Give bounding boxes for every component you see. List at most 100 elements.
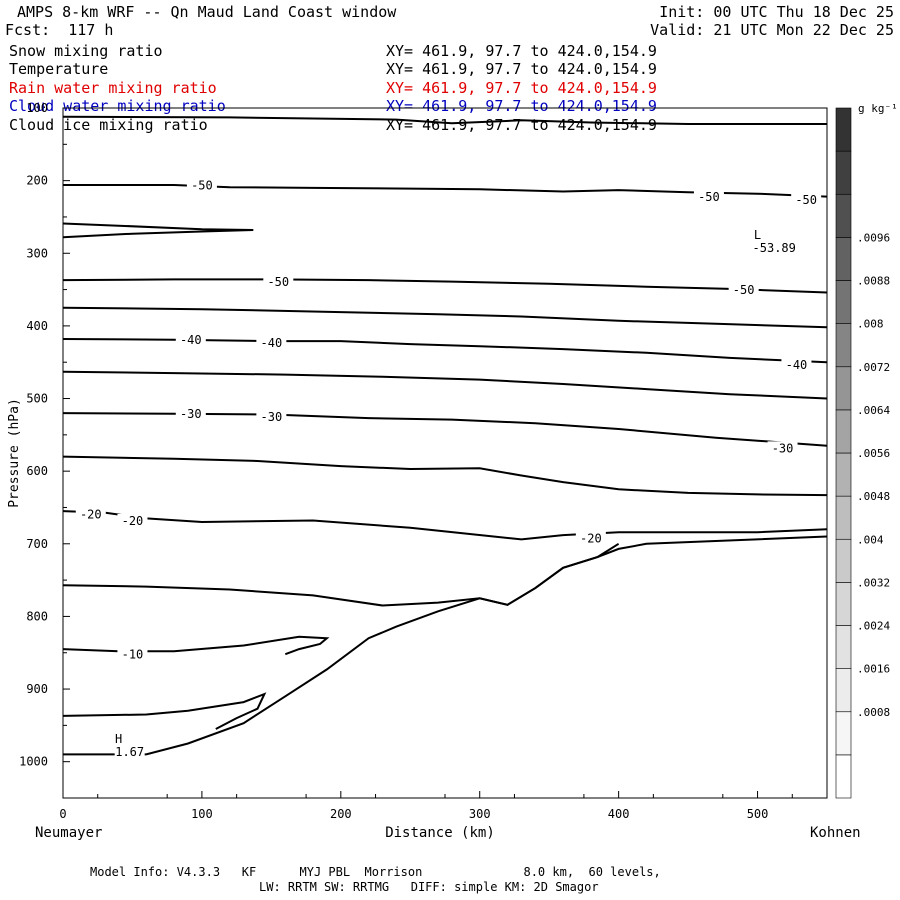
label-bg (693, 190, 724, 203)
contour-label: -40 (786, 358, 808, 372)
colorbar-bin (835, 323, 852, 368)
x-tick-label: 0 (59, 807, 66, 821)
label-bg (117, 647, 148, 660)
contour-line (62, 338, 828, 364)
y-tick-label: 900 (26, 682, 48, 696)
colorbar-unit: g kg⁻¹ (858, 102, 898, 115)
colorbar-tick-label: .0032 (857, 576, 890, 589)
contour-label: 1.67 (115, 745, 144, 759)
y-tick-label: 300 (26, 246, 48, 260)
colorbar-bin (835, 495, 852, 540)
init-time: Init: 00 UTC Thu 18 Dec 25 (659, 3, 894, 21)
colorbar-tick-label: .0072 (857, 361, 890, 374)
y-tick-label: 400 (26, 319, 48, 333)
field-xy: XY= 461.9, 97.7 to 424.0,154.9 (386, 42, 657, 60)
contour-line (63, 535, 828, 756)
x-tick-label: 100 (191, 807, 213, 821)
label-bg (781, 357, 812, 370)
y-tick-label: 800 (26, 609, 48, 623)
colorbar-bin (835, 538, 852, 583)
label-bg (728, 283, 759, 296)
contour-line (62, 635, 330, 656)
contour-label: -50 (191, 178, 213, 192)
label-bg (256, 336, 287, 349)
field-xy: XY= 461.9, 97.7 to 424.0,154.9 (386, 60, 657, 78)
colorbar-bin (835, 754, 852, 799)
contour-label: L (754, 228, 761, 242)
label-bg (175, 407, 206, 420)
contour-label: -20 (122, 514, 144, 528)
colorbar-tick-label: .0024 (857, 620, 890, 633)
field-name: Cloud water mixing ratio (9, 97, 226, 115)
colorbar-bin (835, 409, 852, 454)
colorbar-bin (835, 193, 852, 238)
colorbar-bin (835, 366, 852, 411)
colorbar-tick-label: .0056 (857, 447, 890, 460)
colorbar-tick-label: .0088 (857, 275, 890, 288)
colorbar-bin (835, 711, 852, 756)
label-bg (117, 514, 148, 526)
y-tick-label: 600 (26, 464, 48, 478)
contour-line (62, 455, 828, 497)
colorbar-tick-label: .0096 (857, 231, 890, 244)
contour-line (62, 692, 267, 730)
label-bg (103, 731, 134, 744)
label-bg (263, 275, 294, 288)
colorbar-bin (835, 582, 852, 626)
x-axis-label: Distance (km) (385, 825, 495, 841)
label-bg (256, 410, 287, 423)
forecast-hour: Fcst: 117 h (5, 21, 114, 39)
x-axis: 0 100 200 300 400 500 (59, 791, 793, 821)
colorbar-tick-label: .0016 (857, 663, 890, 676)
label-bg (186, 178, 217, 191)
contour-line (62, 222, 254, 239)
x-endpoint-left: Neumayer (35, 825, 102, 841)
colorbar-tick-label: .0008 (857, 706, 890, 719)
label-bg (175, 333, 206, 346)
colorbar: .0008 .0016 .0024 .0032 .004 .0048 .0056 .0064.… (835, 107, 890, 799)
contour-labels: H1.67 L-53.89 -50 -50 -50 -50 -50 -40 -40 -40 -30 -… (75, 178, 822, 759)
field-xy: XY= 461.9, 97.7 to 424.0,154.9 (386, 79, 657, 97)
y-axis: 100 200 300 400 500 600 700 800 900 1000 (19, 101, 70, 769)
field-name: Temperature (9, 60, 109, 78)
contour-label: -30 (180, 407, 202, 421)
x-tick-label: 200 (330, 807, 352, 821)
contour-label: H (115, 732, 122, 746)
contour-line (62, 412, 828, 447)
colorbar-tick-label: .004 (857, 533, 884, 546)
contour-line (62, 115, 827, 125)
y-tick-label: 100 (26, 101, 48, 115)
y-tick-label: 200 (26, 174, 48, 188)
contour-line (62, 370, 828, 400)
contour-label: -53.89 (753, 241, 796, 255)
field-name: Rain water mixing ratio (9, 79, 217, 97)
label-bg (791, 192, 822, 205)
field-xy: XY= 461.9, 97.7 to 424.0,154.9 (386, 97, 657, 115)
label-bg (575, 531, 606, 544)
contour-label: -20 (580, 531, 602, 545)
contour-label: -40 (261, 336, 283, 350)
contour-lines (62, 115, 828, 756)
y-tick-label: 500 (26, 392, 48, 406)
contour-line (62, 306, 828, 329)
colorbar-tick-label: .0064 (857, 404, 890, 417)
x-endpoint-right: Kohnen (810, 825, 861, 841)
label-bg (742, 227, 773, 240)
contour-label: -10 (122, 648, 144, 662)
colorbar-tick-label: .008 (857, 318, 884, 331)
label-bg (114, 744, 145, 757)
colorbar-bin (835, 668, 852, 713)
contour-label: -50 (733, 283, 755, 297)
chart-title: AMPS 8-km WRF -- Qn Maud Land Coast wind… (17, 3, 397, 21)
x-tick-label: 500 (747, 807, 769, 821)
label-bg (759, 240, 790, 253)
y-tick-label: 700 (26, 537, 48, 551)
label-bg (75, 507, 106, 520)
contour-label: -50 (698, 190, 720, 204)
contour-label: -30 (261, 410, 283, 424)
model-info: Model Info: V4.3.3 KF MYJ PBL Morrison 8… (90, 865, 661, 879)
y-axis-label: Pressure (hPa) (7, 398, 22, 508)
model-info-2: LW: RRTM SW: RRTMG DIFF: simple KM: 2D S… (259, 880, 599, 894)
contour-label: -30 (772, 441, 794, 455)
